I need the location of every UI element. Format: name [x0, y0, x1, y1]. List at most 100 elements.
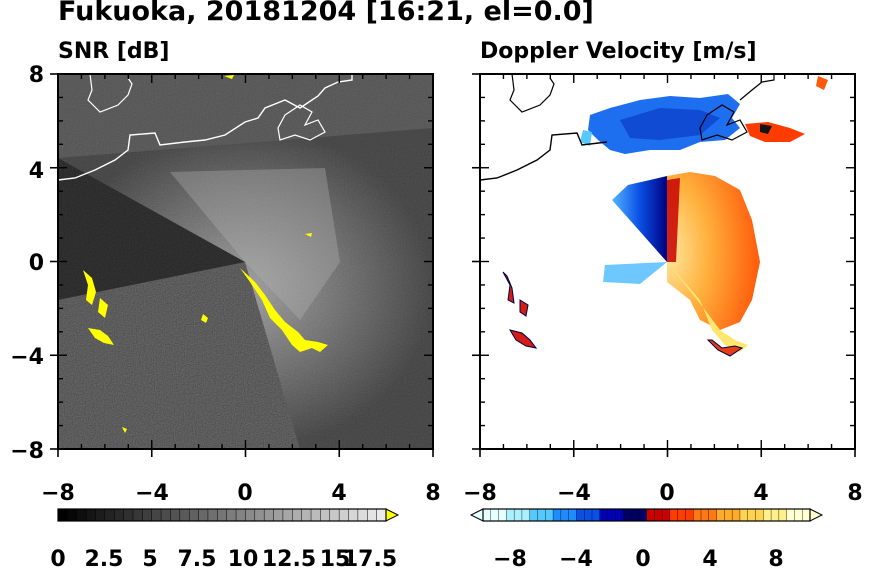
snr-colorbar-swatch — [160, 508, 172, 522]
snr-echo-small-4 — [224, 75, 234, 79]
snr-colorbar-swatch — [198, 508, 209, 522]
doppler-colorbar-label: −4 — [559, 547, 593, 570]
doppler-echo-west-3 — [508, 329, 538, 349]
doppler-coastline — [480, 132, 608, 181]
snr-colorbar-label: 15 — [320, 547, 351, 570]
doppler-colorbar-label: 4 — [702, 547, 717, 570]
snr-colorbar-swatch — [217, 508, 228, 522]
snr-panel-title: SNR [dB] — [58, 39, 169, 64]
snr-colorbar-swatch — [329, 508, 340, 522]
snr-colorbar-swatch — [376, 508, 387, 522]
snr-island-outline — [87, 74, 133, 113]
snr-panel: SNR [dB] — [10, 39, 440, 570]
doppler-colorbar-swatch — [693, 508, 702, 522]
doppler-colorbar-swatch — [763, 508, 772, 522]
snr-colorbar-label: 17.5 — [343, 547, 397, 570]
snr-colorbar-swatch — [348, 508, 359, 522]
doppler-colorbar-swatch — [513, 508, 523, 522]
doppler-clutter-ne — [816, 76, 828, 90]
snr-colorbar-swatch — [338, 508, 350, 522]
doppler-colorbar-swatch — [521, 508, 531, 522]
snr-colorbar-swatch — [310, 508, 322, 522]
doppler-x-tick-label: 0 — [659, 481, 674, 506]
doppler-x-tick-label: −4 — [557, 481, 591, 506]
snr-x-tick-label: 0 — [237, 481, 252, 506]
doppler-colorbar-extend-max — [809, 508, 824, 522]
doppler-echo-west-2 — [519, 299, 529, 317]
snr-coastline — [58, 74, 353, 181]
snr-y-tick-label: 8 — [29, 63, 44, 88]
snr-colorbar — [57, 508, 400, 522]
doppler-minor-ticks — [472, 73, 856, 457]
snr-colorbar-label: 2.5 — [85, 547, 124, 570]
doppler-x-tick-label: 8 — [847, 481, 862, 506]
snr-colorbar-swatch — [170, 508, 181, 522]
doppler-x-tick-labels: −8 −4 0 4 8 — [463, 481, 863, 506]
snr-echo-small-3 — [305, 233, 312, 237]
doppler-colorbar-swatch — [576, 508, 585, 522]
doppler-colorbar-swatch — [770, 508, 780, 522]
doppler-echo-south — [706, 339, 744, 357]
snr-colorbar-swatch — [123, 508, 134, 522]
doppler-colorbar-swatch — [731, 508, 741, 522]
doppler-colorbar-swatch — [755, 508, 764, 522]
doppler-colorbar-frame — [482, 508, 811, 522]
doppler-panel: Doppler Velocity [m/s] — [463, 39, 863, 570]
snr-x-tick-label: −4 — [135, 481, 169, 506]
snr-colorbar-swatch — [151, 508, 162, 522]
snr-colorbar-swatch — [142, 508, 153, 522]
doppler-colorbar-swatch — [482, 508, 492, 522]
snr-colorbar-swatch — [188, 508, 200, 522]
snr-colorbar-swatch — [113, 508, 125, 522]
doppler-harbor-outline — [699, 104, 748, 141]
doppler-colorbar-extend-min — [469, 508, 484, 522]
snr-echo-small-1 — [201, 314, 208, 323]
doppler-colorbar-swatch — [708, 508, 718, 522]
doppler-fan-zero-line — [667, 178, 680, 262]
snr-colorbar-swatch — [235, 508, 247, 522]
doppler-colorbar-label: −8 — [493, 547, 527, 570]
doppler-colorbar-swatch — [685, 508, 694, 522]
doppler-colorbar-swatch — [560, 508, 570, 522]
snr-colorbar-swatch — [226, 508, 237, 522]
snr-colorbar-swatch — [367, 508, 378, 522]
doppler-colorbar-swatch — [591, 508, 601, 522]
doppler-colorbar-label: 0 — [635, 547, 650, 570]
snr-colorbar-swatch — [282, 508, 294, 522]
doppler-colorbar-swatch — [700, 508, 710, 522]
snr-colorbar-swatch — [104, 508, 115, 522]
doppler-island-outline — [509, 74, 555, 113]
doppler-colorbar-swatch — [490, 508, 500, 522]
snr-colorbar-swatch — [95, 508, 106, 522]
snr-colorbar-frame — [57, 508, 387, 522]
snr-colorbar-swatch — [263, 508, 275, 522]
doppler-colorbar-swatch — [498, 508, 508, 522]
snr-saturated-echoes — [83, 75, 328, 433]
doppler-colorbar — [469, 508, 824, 522]
snr-colorbar-labels: 0 2.5 5 7.5 10 12.5 15 17.5 — [50, 547, 397, 570]
snr-colorbar-swatch — [76, 508, 87, 522]
snr-colorbar-label: 12.5 — [262, 547, 316, 570]
doppler-colorbar-swatch — [584, 508, 593, 522]
doppler-clutter-dark — [760, 124, 772, 134]
doppler-colorbar-swatch — [724, 508, 733, 522]
doppler-plot-area — [480, 74, 855, 449]
snr-x-tick-label: 4 — [331, 481, 346, 506]
doppler-colorbar-swatch — [654, 508, 663, 522]
snr-colorbar-label: 5 — [142, 547, 157, 570]
doppler-colorbar-swatch — [778, 508, 788, 522]
snr-echo-west-2 — [98, 298, 108, 318]
doppler-colorbar-swatch — [677, 508, 687, 522]
snr-x-tick-label: 8 — [425, 481, 440, 506]
doppler-colorbar-swatch — [607, 508, 617, 522]
doppler-colorbar-swatch — [802, 508, 811, 522]
snr-colorbar-swatch — [85, 508, 97, 522]
snr-colorbar-swatch — [67, 508, 78, 522]
snr-colorbar-swatch — [245, 508, 256, 522]
doppler-echo-west-1 — [502, 271, 515, 304]
snr-colorbar-label: 0 — [50, 547, 65, 570]
doppler-colorbar-swatch — [545, 508, 554, 522]
doppler-coast-north — [739, 74, 775, 101]
doppler-colorbar-labels: −8 −4 0 4 8 — [493, 547, 784, 570]
